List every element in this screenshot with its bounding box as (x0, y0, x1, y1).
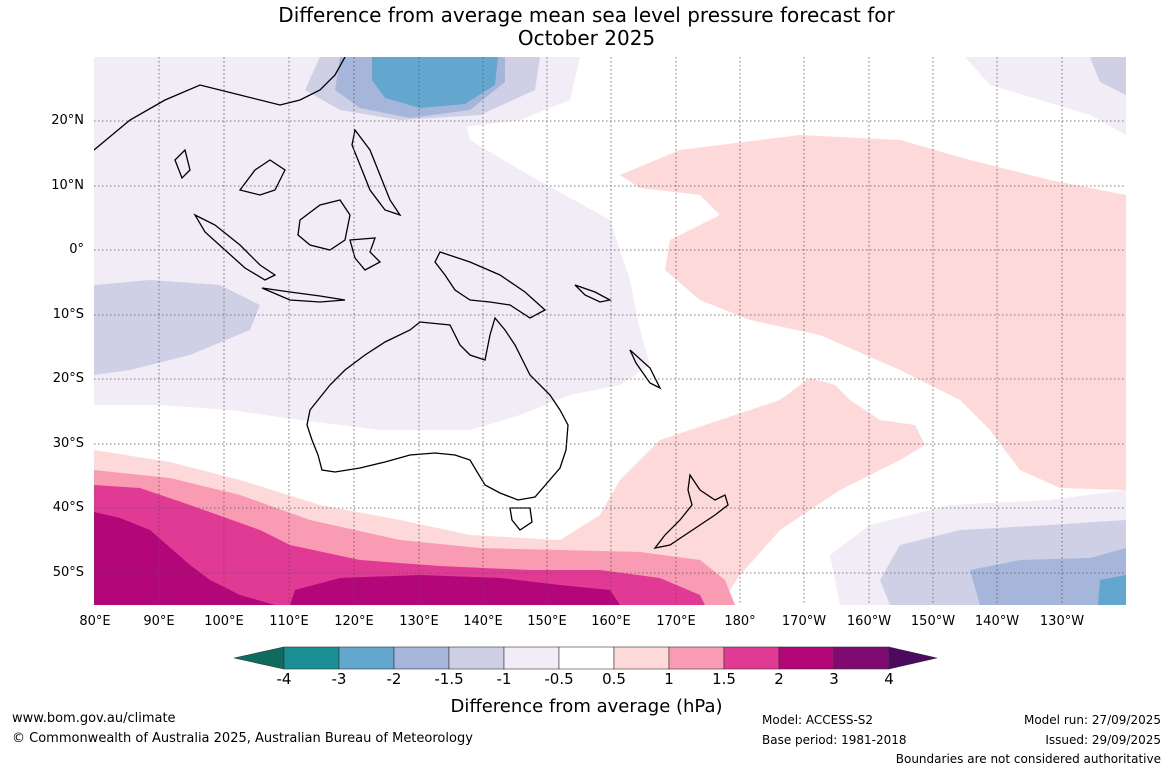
colorbar-segment (338, 646, 395, 670)
colorbar-tick: -1 (496, 670, 512, 688)
solomons-coast (574, 284, 612, 303)
base-period-text: Base period: 1981-2018 (762, 733, 907, 747)
colorbar-tick: -0.5 (544, 670, 574, 688)
shade-neg-mid-ne (1090, 57, 1126, 95)
colorbar-segment (613, 646, 670, 670)
lat-label: 10°S (52, 307, 84, 322)
colorbar-segment (448, 646, 505, 670)
lon-label: 80°E (79, 614, 111, 629)
title-line-2: October 2025 (517, 26, 656, 50)
lon-label: 180° (724, 614, 756, 629)
new-zealand-coast (653, 473, 729, 549)
lon-label: 130°W (1039, 614, 1085, 629)
shade-pos-core-south (94, 512, 275, 605)
colorbar-segment (393, 646, 450, 670)
issued-text: Issued: 29/09/2025 (1045, 733, 1161, 747)
lat-label: 30°S (52, 436, 84, 451)
lon-label: 130°E (399, 614, 439, 629)
colorbar-tick: -3 (331, 670, 347, 688)
website-text: www.bom.gov.au/climate (12, 711, 176, 726)
lat-label: 10°N (51, 178, 84, 193)
shade-neg-strong-se (970, 548, 1126, 605)
borneo-coast (297, 199, 351, 251)
new-caledonia-coast (629, 349, 662, 390)
colorbar-segment (668, 646, 725, 670)
colorbar-tick: 4 (884, 670, 894, 688)
sumatra-coast (193, 213, 277, 281)
lon-label: 140°E (463, 614, 503, 629)
colorbar-segment (558, 646, 615, 670)
java-coast (261, 287, 346, 303)
shade-neg-core-se (1098, 575, 1126, 605)
colorbar-segment (283, 646, 340, 670)
lon-label: 100°E (204, 614, 244, 629)
asia-coast (94, 57, 346, 196)
gridlines (94, 57, 1126, 605)
shade-pos-core-south-b (290, 575, 620, 605)
disclaimer-text: Boundaries are not considered authoritat… (895, 752, 1161, 766)
colorbar-tick: -4 (276, 670, 292, 688)
lon-label: 150°W (910, 614, 956, 629)
colorbar-tick: 3 (829, 670, 839, 688)
shade-pos-light-pacific (620, 135, 1126, 490)
new-guinea-coast (434, 251, 547, 319)
australia-coast (306, 316, 569, 501)
sulawesi-coast (349, 237, 382, 271)
colorbar-segment (723, 646, 780, 670)
model-run-text: Model run: 27/09/2025 (1023, 713, 1161, 727)
colorbar-extend-low (233, 646, 285, 670)
colorbar-segment (503, 646, 560, 670)
colorbar-extend-high (888, 646, 938, 670)
colorbar-label: Difference from average (hPa) (450, 696, 723, 717)
colorbar-tick: 1.5 (712, 670, 736, 688)
pressure-anomaly-map (94, 57, 1126, 605)
model-text: Model: ACCESS-S2 (762, 713, 874, 727)
title-line-1: Difference from average mean sea level p… (278, 3, 895, 27)
philippines-coast (351, 128, 402, 217)
copyright-text: © Commonwealth of Australia 2025, Austra… (12, 731, 473, 746)
colorbar-tick: 0.5 (602, 670, 626, 688)
lon-label: 110°E (269, 614, 309, 629)
colorbar-tick: 2 (774, 670, 784, 688)
lon-label: 160°W (846, 614, 892, 629)
lon-label: 120°E (334, 614, 374, 629)
shade-neg-core-north (372, 57, 498, 108)
lat-label: 20°N (51, 113, 84, 128)
lon-label: 170°W (781, 614, 827, 629)
lat-label: 20°S (52, 371, 84, 386)
lat-label: 40°S (52, 500, 84, 515)
anomaly-shading (94, 57, 1126, 605)
lon-label: 90°E (143, 614, 175, 629)
lat-label: 50°S (52, 565, 84, 580)
coastlines (94, 57, 729, 549)
lon-label: 150°E (527, 614, 567, 629)
colorbar-tick: 1 (664, 670, 674, 688)
shade-neg-mid-west (94, 280, 260, 375)
colorbar-tick: -2 (386, 670, 402, 688)
shade-neg-light-ne (965, 57, 1126, 135)
lat-label: 0° (69, 242, 84, 257)
colorbar-tick: -1.5 (434, 670, 464, 688)
lon-label: 140°W (974, 614, 1020, 629)
colorbar-segment (833, 646, 890, 670)
lon-label: 160°E (591, 614, 631, 629)
lon-label: 170°E (656, 614, 696, 629)
colorbar-segment (778, 646, 835, 670)
shade-pos-strong-south (94, 485, 705, 605)
chart-title: Difference from average mean sea level p… (0, 4, 1173, 50)
